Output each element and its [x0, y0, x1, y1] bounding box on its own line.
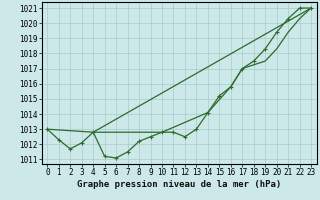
X-axis label: Graphe pression niveau de la mer (hPa): Graphe pression niveau de la mer (hPa) — [77, 180, 281, 189]
